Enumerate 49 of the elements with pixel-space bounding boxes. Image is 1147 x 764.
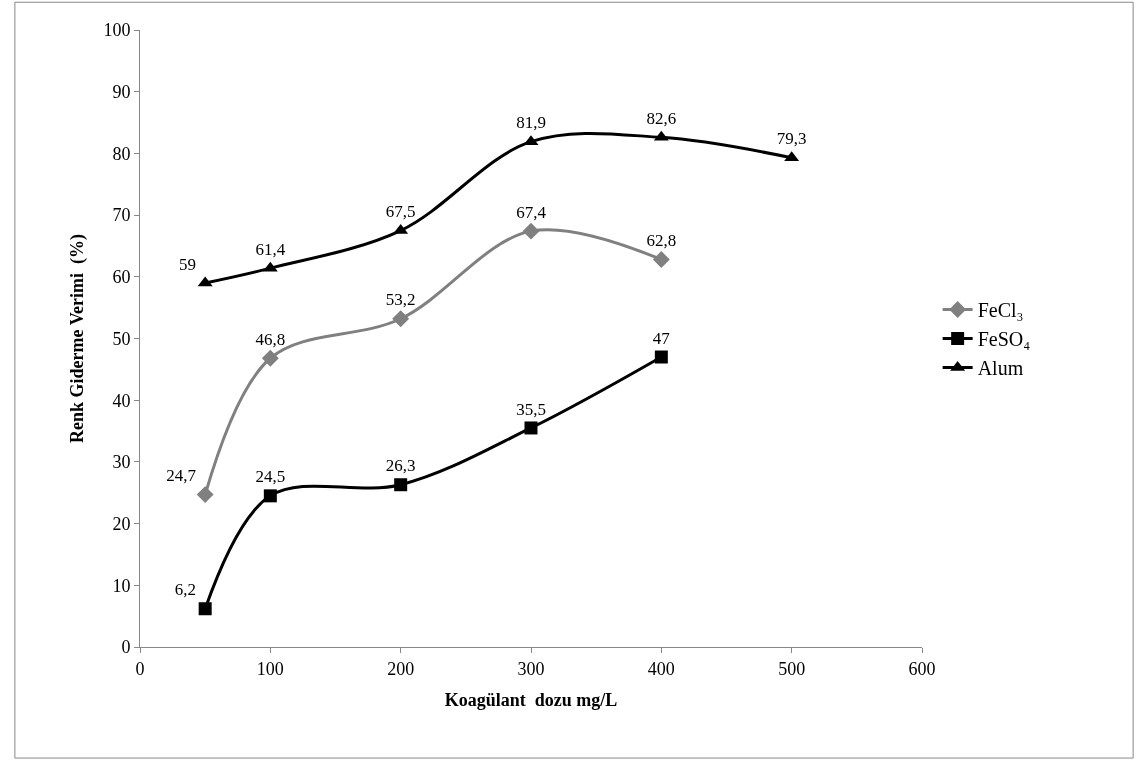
x-tick-label: 300 [517,658,545,679]
point [263,489,277,503]
data-label: 24,5 [255,467,286,487]
y-tick-label: 90 [112,82,131,102]
point [524,421,538,435]
point [196,486,214,504]
y-tick-label: 30 [112,452,131,473]
x-tick-label: 0 [135,658,145,679]
point [394,478,408,492]
data-label: 35,5 [516,399,546,419]
legend-label: FeSO₄ [977,328,1031,351]
data-label: 26,3 [385,456,416,476]
data-label: 47 [652,328,671,348]
legend-label: Alum [977,357,1024,380]
x-tick-label: 200 [387,658,415,679]
data-label: 61,4 [255,239,286,259]
legend-label: FeCl₃ [977,299,1024,322]
data-label: 24,7 [166,466,197,486]
x-tick-label: 500 [778,658,806,679]
y-tick-label: 50 [112,328,131,349]
y-tick-label: 40 [112,390,131,411]
point [654,350,668,364]
x-tick-label: 600 [908,658,936,679]
x-axis-title: Koagülant dozu mg/L [444,689,618,710]
point [392,310,410,328]
y-tick-label: 60 [112,267,131,288]
data-label: 82,6 [646,108,677,128]
y-tick-label: 20 [112,513,131,534]
point [652,251,670,268]
data-label: 67,5 [385,202,416,222]
y-tick-label: 100 [103,20,131,41]
point [261,349,279,367]
x-tick-label: 400 [647,658,675,679]
data-label: 67,4 [516,202,547,222]
data-label: 6,2 [174,580,197,600]
y-tick-label: 70 [112,205,131,226]
y-tick-label: 0 [121,637,131,658]
data-label: 53,2 [385,290,416,310]
data-label: 81,9 [516,113,546,133]
data-label: 59 [179,254,197,274]
point [198,602,212,616]
data-label: 79,3 [776,129,807,149]
data-label: 62,8 [646,231,677,251]
x-tick-label: 100 [256,658,284,679]
y-axis-title: Renk Giderme Verimi (%) [66,234,88,443]
y-tick-label: 80 [112,143,131,164]
data-label: 46,8 [255,329,286,349]
point [522,222,540,240]
y-tick-label: 10 [112,575,131,596]
